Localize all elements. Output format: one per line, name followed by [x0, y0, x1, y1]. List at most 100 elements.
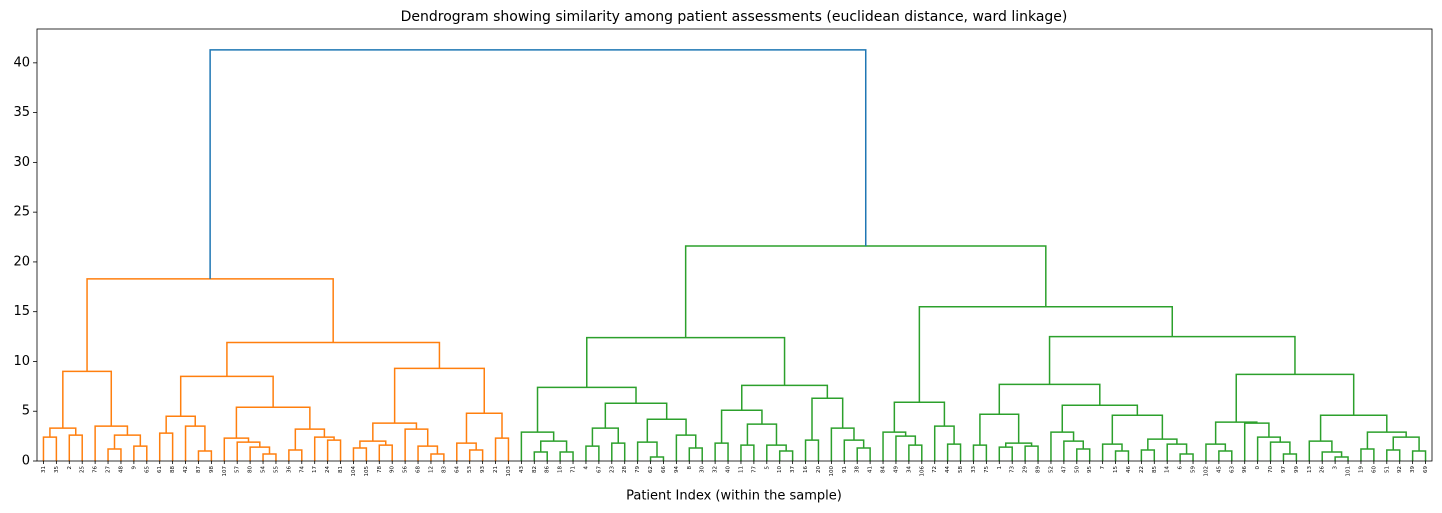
leaf-label: 12 — [428, 466, 434, 473]
link — [688, 447, 703, 461]
leaf-label: 45 — [1216, 466, 1222, 473]
leaf-label: 71 — [571, 466, 577, 473]
y-tick-label: 10 — [13, 354, 30, 369]
leaf-label: 83 — [441, 466, 447, 473]
leaf-label: 68 — [416, 466, 422, 473]
link — [714, 442, 729, 461]
leaf-label: 77 — [751, 466, 757, 473]
leaf-label: 56 — [403, 466, 409, 473]
leaf-label: 29 — [1023, 466, 1029, 473]
link — [998, 383, 1101, 415]
link — [611, 442, 626, 461]
leaf-label: 67 — [596, 466, 602, 473]
link — [646, 418, 687, 443]
link — [1050, 431, 1075, 461]
link — [972, 444, 988, 461]
leaf-label: 84 — [881, 466, 887, 473]
link — [1269, 441, 1291, 461]
link — [236, 441, 261, 461]
axes-frame — [36, 28, 1433, 462]
link — [68, 434, 83, 461]
y-tick-label: 40 — [13, 55, 30, 70]
leaf-label: 90 — [390, 466, 396, 473]
leaf-label: 88 — [170, 466, 176, 473]
y-tick-label: 30 — [13, 155, 30, 170]
link — [1140, 449, 1156, 461]
link — [1386, 449, 1401, 461]
link — [1214, 421, 1258, 445]
leaf-label: 16 — [803, 466, 809, 473]
link — [766, 444, 787, 461]
leaf-label: 39 — [1410, 466, 1416, 473]
link — [468, 449, 484, 461]
link — [1111, 414, 1164, 445]
leaf-label: 106 — [919, 466, 925, 477]
chart-title: Dendrogram showing similarity among pati… — [401, 9, 1068, 25]
leaf-label: 9 — [131, 466, 137, 470]
leaf-label: 48 — [118, 466, 124, 473]
link — [908, 444, 923, 461]
link — [113, 434, 142, 450]
link — [1392, 436, 1420, 452]
leaf-label: 54 — [261, 466, 267, 473]
leaf-label: 27 — [106, 466, 112, 473]
leaf-label: 34 — [906, 466, 912, 473]
link — [746, 423, 778, 446]
link — [378, 444, 393, 461]
leaf-label: 40 — [726, 466, 732, 473]
leaf-label: 62 — [648, 466, 654, 473]
link — [1005, 442, 1033, 448]
leaf-label: 7 — [1100, 466, 1106, 470]
y-tick-label: 5 — [22, 404, 30, 419]
leaf-label: 85 — [1152, 466, 1158, 473]
link — [62, 370, 113, 429]
leaf-label: 87 — [196, 466, 202, 473]
leaf-label: 13 — [1307, 466, 1313, 473]
leaf-label: 28 — [622, 466, 628, 473]
leaf-label: 21 — [493, 466, 499, 473]
leaf-label: 65 — [144, 466, 150, 473]
leaf-label: 11 — [738, 466, 744, 473]
link — [352, 447, 368, 461]
link — [313, 436, 335, 461]
leaf-label: 10 — [777, 466, 783, 473]
link — [288, 449, 303, 461]
link — [882, 431, 907, 461]
leaf-label: 70 — [1268, 466, 1274, 473]
link — [675, 434, 697, 461]
leaf-label: 33 — [971, 466, 977, 473]
leaf-label: 55 — [273, 466, 279, 473]
leaf-label: 101 — [1346, 466, 1352, 477]
leaf-label: 38 — [855, 466, 861, 473]
leaf-label: 74 — [299, 466, 305, 473]
link — [249, 446, 271, 461]
link — [520, 431, 555, 461]
link — [1235, 373, 1355, 423]
leaf-label: 89 — [1036, 466, 1042, 473]
link — [893, 401, 946, 433]
leaf-label: 35 — [54, 466, 60, 473]
leaf-label: 42 — [183, 466, 189, 473]
leaf-label: 32 — [713, 466, 719, 473]
leaf-label: 4 — [583, 466, 589, 470]
leaf-label: 81 — [338, 466, 344, 473]
leaf-label: 63 — [1229, 466, 1235, 473]
leaf-label: 0 — [1255, 466, 1261, 470]
leaf-label: 75 — [984, 466, 990, 473]
leaf-label: 66 — [661, 466, 667, 473]
leaf-label: 41 — [868, 466, 874, 473]
leaf-label: 47 — [1061, 466, 1067, 473]
leaf-label: 2 — [67, 466, 73, 470]
leaf-label: 6 — [1178, 466, 1184, 470]
leaf-label: 22 — [1139, 466, 1145, 473]
leaf-label: 99 — [1294, 466, 1300, 473]
leaf-label: 97 — [1281, 466, 1287, 473]
leaf-label: 73 — [1010, 466, 1016, 473]
leaf-label: 24 — [325, 466, 331, 473]
leaf-label: 82 — [532, 466, 538, 473]
link — [209, 49, 867, 279]
link — [456, 442, 477, 461]
leaf-label: 72 — [932, 466, 938, 473]
leaf-label: 78 — [377, 466, 383, 473]
leaf-label: 8 — [687, 466, 693, 470]
